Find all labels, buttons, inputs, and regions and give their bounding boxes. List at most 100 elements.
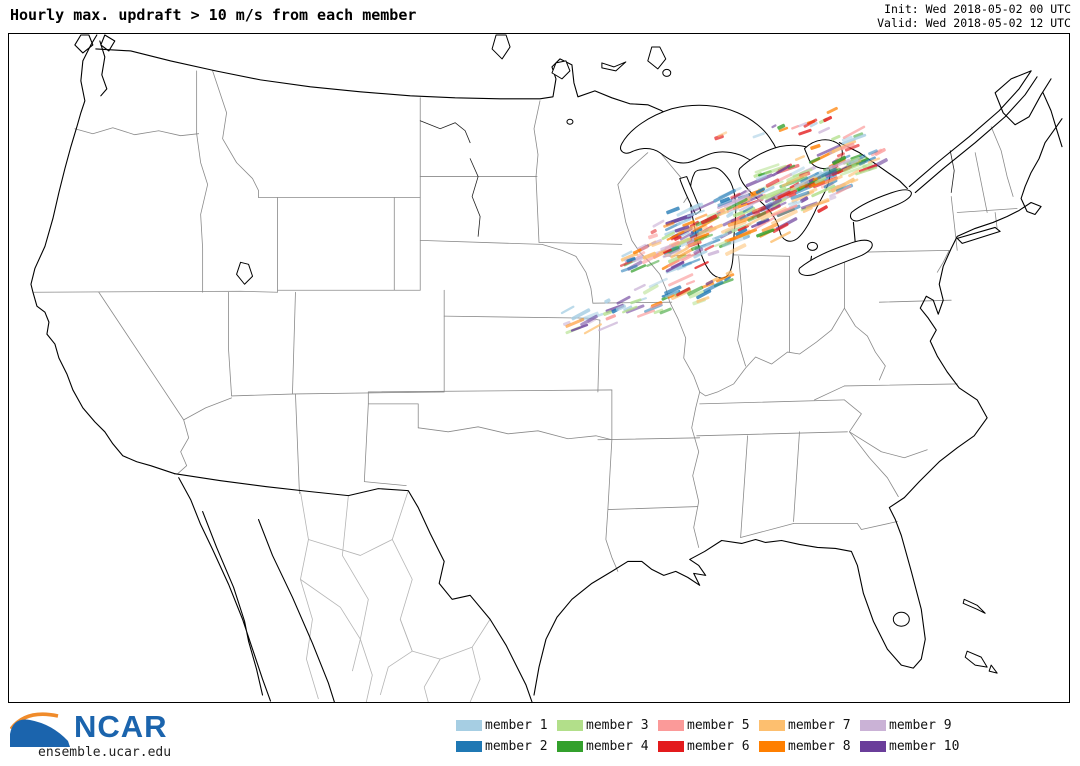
updraft-streak: [800, 171, 820, 183]
updraft-streak: [665, 261, 685, 273]
updraft-streak: [646, 259, 660, 267]
legend-swatch: [658, 741, 684, 752]
updraft-streak: [828, 158, 851, 170]
updraft-streak: [751, 205, 767, 215]
updraft-streak: [633, 283, 646, 291]
updraft-streak: [676, 202, 701, 217]
legend-item: member 7: [759, 716, 860, 735]
updraft-streak: [598, 321, 619, 332]
updraft-streak: [842, 163, 857, 173]
updraft-streak: [751, 208, 759, 213]
legend-label: member 8: [788, 739, 851, 754]
lake-erie: [798, 239, 873, 276]
updraft-streak: [680, 237, 699, 247]
updraft-streak: [740, 194, 763, 206]
updraft-streak: [726, 212, 734, 218]
updraft-streak: [632, 248, 642, 255]
legend-swatch: [860, 741, 886, 752]
updraft-streak: [764, 164, 788, 175]
updraft-streak: [642, 251, 657, 260]
updraft-streak: [787, 164, 796, 170]
updraft-streak: [808, 156, 821, 164]
updraft-streak: [725, 270, 733, 276]
ncar-logo-text: NCAR: [74, 709, 168, 744]
updraft-streak: [713, 188, 736, 203]
updraft-streak: [733, 193, 749, 204]
legend-swatch: [456, 741, 482, 752]
member-legend: member 1 member 2 member 3 member 4 member 5…: [456, 716, 961, 756]
updraft-streak: [844, 143, 860, 152]
updraft-streak: [570, 323, 589, 332]
updraft-streak: [693, 247, 704, 255]
site-url: ensemble.ucar.edu: [38, 745, 172, 760]
updraft-streak: [685, 280, 696, 286]
lake-superior: [620, 104, 778, 166]
updraft-streak: [662, 248, 672, 254]
updraft-streak: [605, 314, 616, 321]
updraft-streak: [839, 164, 867, 177]
legend-swatch: [759, 741, 785, 752]
updraft-streak: [630, 298, 642, 305]
lake-nipigon: [647, 46, 667, 70]
updraft-streak: [730, 192, 741, 199]
updraft-streak: [649, 302, 663, 309]
international-borders-and-coast: [30, 34, 1063, 702]
updraft-streak: [802, 207, 813, 214]
red-lakes: [601, 61, 627, 72]
legend-item: member 8: [759, 737, 860, 756]
updraft-streak: [696, 289, 712, 300]
updraft-streak: [560, 305, 575, 315]
updraft-streak: [823, 115, 833, 123]
updraft-streak: [809, 121, 818, 128]
updraft-streak: [737, 224, 749, 232]
updraft-streak: [675, 237, 690, 248]
updraft-streak: [841, 133, 867, 145]
legend-label: member 6: [687, 739, 750, 754]
rivers: [419, 120, 955, 237]
updraft-streak: [771, 124, 777, 129]
updraft-streak: [792, 168, 813, 178]
mille-lacs: [662, 68, 672, 77]
updraft-streak: [850, 178, 859, 184]
updraft-streak: [690, 200, 715, 214]
updraft-streak: [722, 235, 748, 248]
updraft-streak: [752, 132, 765, 139]
updraft-streak: [848, 169, 860, 178]
updraft-streak: [625, 304, 645, 314]
legend-label: member 2: [485, 739, 548, 754]
updraft-streak: [668, 273, 694, 287]
updraft-streak: [832, 155, 847, 165]
updraft-streak: [777, 190, 791, 199]
updraft-streak: [848, 158, 859, 166]
updraft-streak: [791, 125, 800, 130]
legend-swatch: [759, 720, 785, 731]
updraft-streak: [781, 172, 808, 188]
legend-item: member 10: [860, 737, 961, 756]
updraft-streak: [719, 196, 731, 204]
updraft-streak: [650, 229, 657, 235]
updraft-streak: [674, 235, 682, 241]
updraft-streak: [663, 221, 675, 228]
updraft-streak: [653, 308, 664, 315]
updraft-streak: [705, 280, 714, 286]
updraft-streak: [700, 214, 718, 225]
devils-lake: [566, 118, 574, 125]
updraft-streak: [677, 248, 694, 259]
updraft-streak: [717, 131, 728, 138]
lake-of-the-woods: [551, 60, 571, 80]
legend-item: member 5: [658, 716, 759, 735]
valid-time: Valid: Wed 2018-05-02 12 UTC: [877, 15, 1071, 30]
updraft-streak: [760, 186, 787, 200]
updraft-streaks-layer: [560, 106, 888, 335]
updraft-streak: [799, 196, 809, 203]
updraft-streak: [829, 195, 837, 201]
updraft-streak: [664, 285, 682, 295]
great-salt-lake: [236, 261, 254, 285]
updraft-streak: [810, 143, 821, 150]
updraft-streak: [777, 123, 786, 130]
updraft-streak: [681, 258, 701, 267]
updraft-streak: [771, 209, 798, 226]
updraft-streak: [756, 228, 775, 238]
updraft-streak: [811, 180, 826, 188]
updraft-streak: [630, 264, 647, 273]
